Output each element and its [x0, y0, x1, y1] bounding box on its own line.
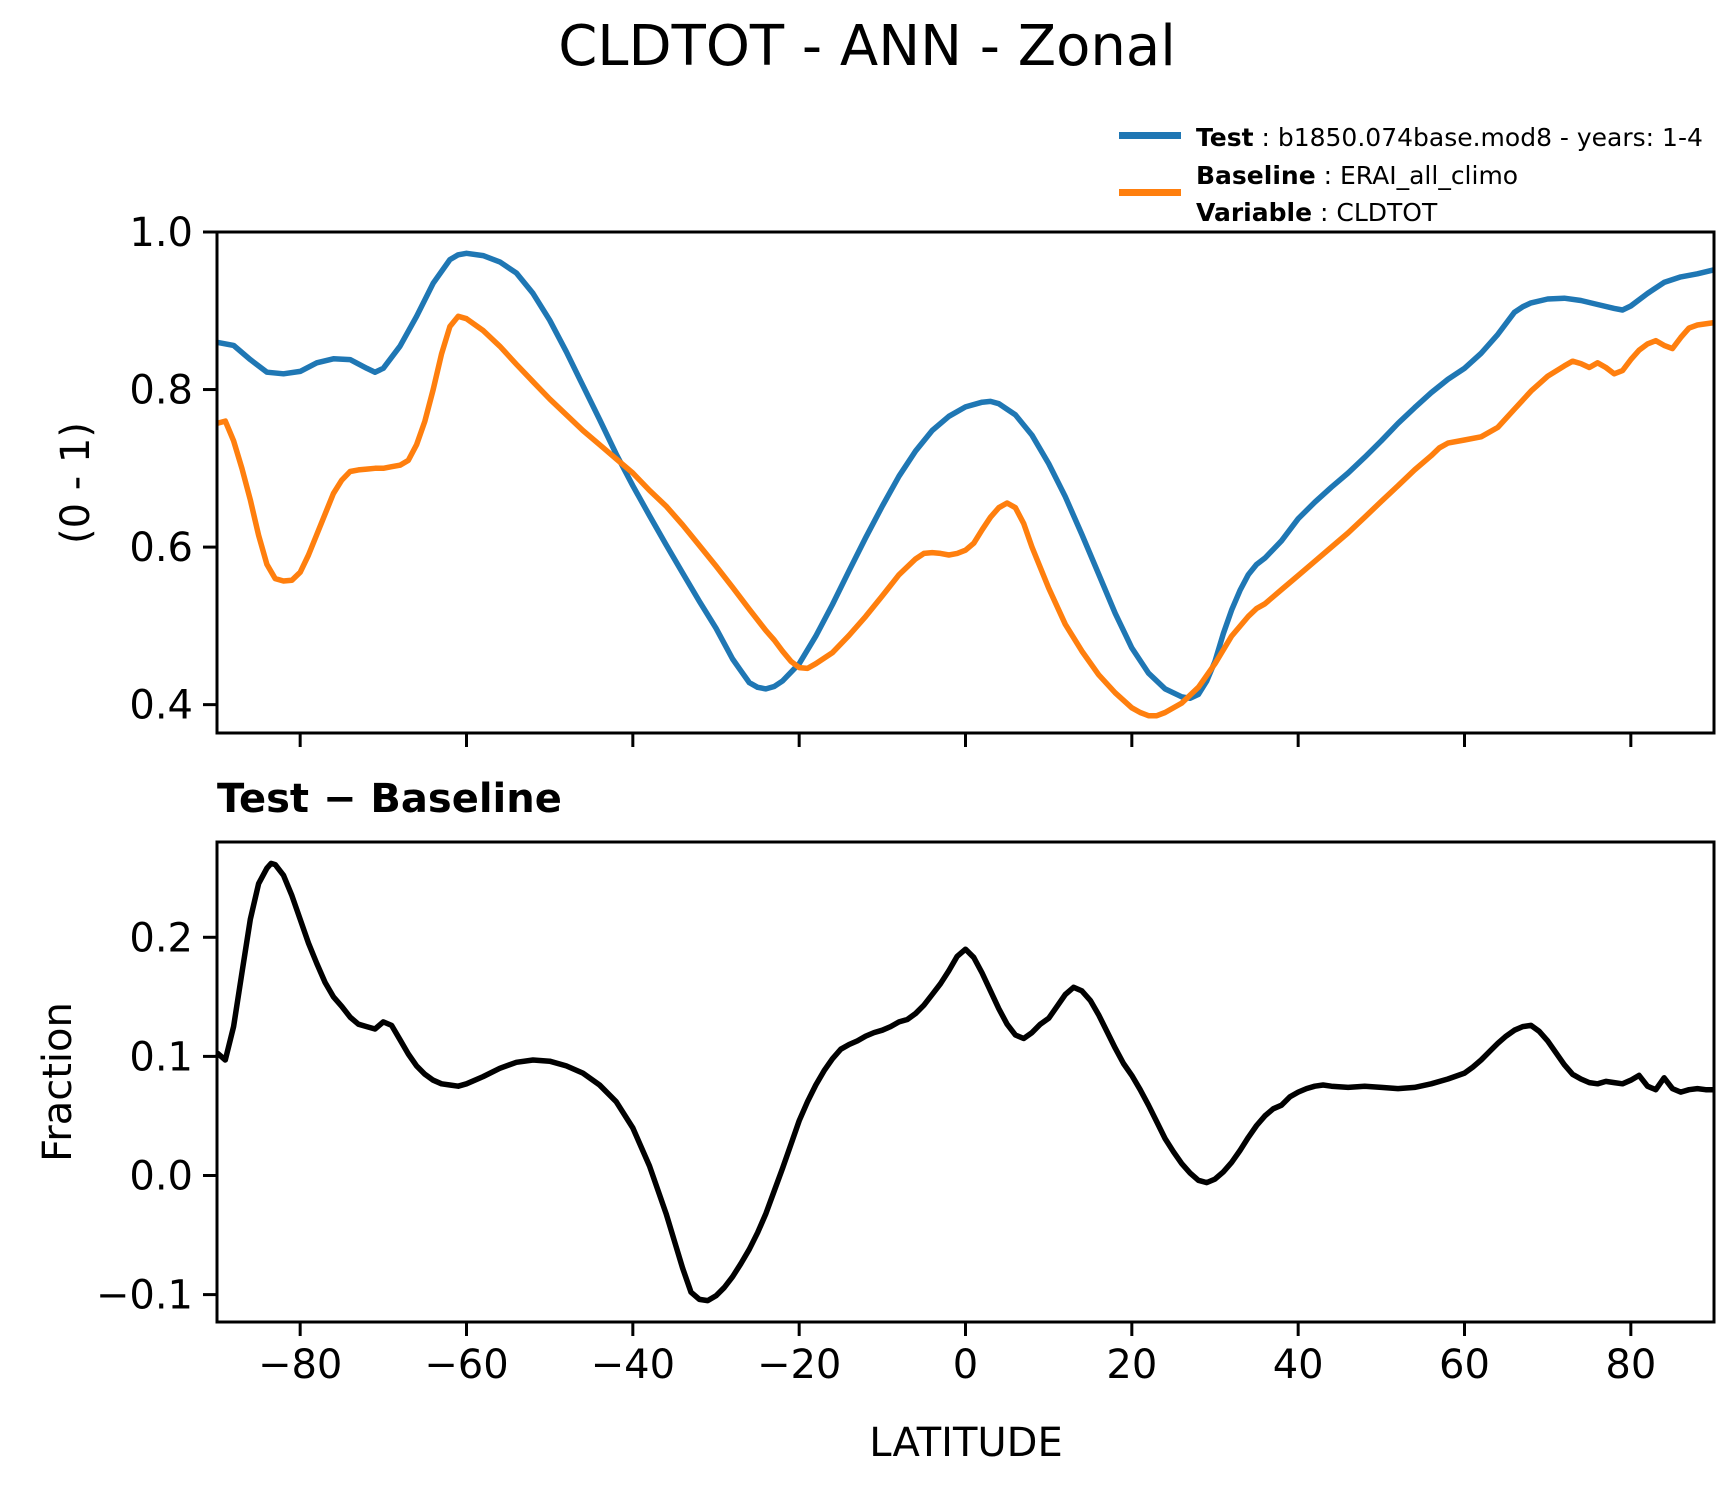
x-tick-label: −40: [591, 1342, 675, 1388]
y-tick-label: 0.4: [129, 683, 193, 729]
y-tick-label: 0.1: [129, 1034, 193, 1080]
top-plot-y-axis-label: (0 - 1): [53, 422, 99, 544]
test-line: [216, 250, 1715, 702]
test-minus-baseline-line: [215, 860, 1714, 1304]
x-tick-label: −20: [757, 1342, 841, 1388]
x-axis-label: LATITUDE: [869, 1420, 1063, 1466]
diff-plot-title: Test − Baseline: [217, 776, 562, 822]
y-tick-label: −0.1: [96, 1273, 193, 1319]
x-tick-label: 0: [953, 1342, 978, 1388]
y-tick-label: 0.2: [129, 915, 193, 961]
x-tick-label: 80: [1605, 1342, 1656, 1388]
x-tick-label: 20: [1106, 1342, 1157, 1388]
x-tick-label: 60: [1439, 1342, 1490, 1388]
plot-zonal-mean-border: [215, 230, 1716, 735]
x-tick-label: 40: [1273, 1342, 1324, 1388]
x-tick-label: −80: [258, 1342, 342, 1388]
y-tick-label: 1.0: [129, 210, 193, 256]
x-tick-label: −60: [424, 1342, 508, 1388]
baseline-line: [216, 313, 1715, 719]
y-tick-label: 0.0: [129, 1153, 193, 1199]
y-tick-label: 0.8: [129, 368, 193, 414]
page-title: CLDTOT - ANN - Zonal: [558, 14, 1176, 79]
y-tick-label: 0.6: [129, 525, 193, 571]
diff-plot-y-axis-label: Fraction: [35, 1002, 81, 1162]
